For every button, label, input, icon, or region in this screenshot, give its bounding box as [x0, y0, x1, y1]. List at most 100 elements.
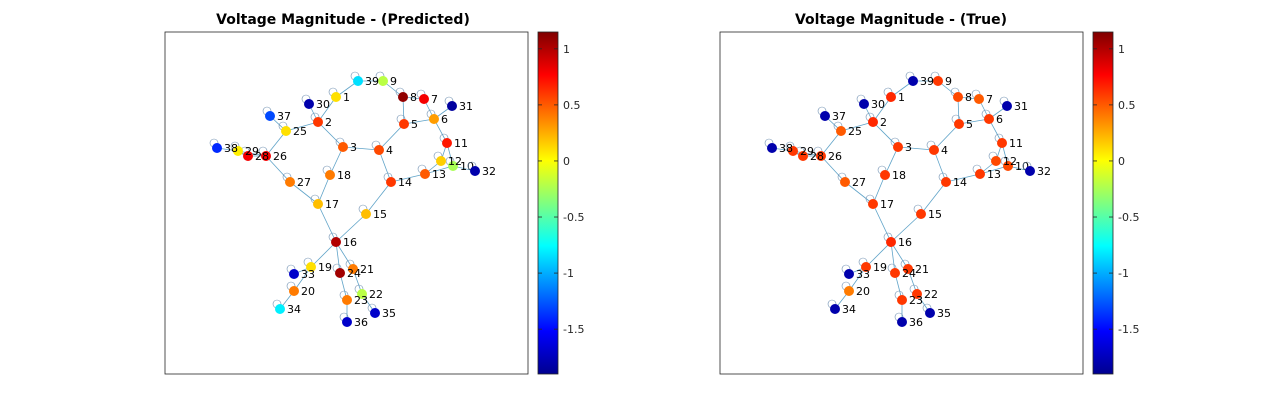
colorbar-tick-label: 1 [563, 43, 570, 56]
graph-node [442, 138, 452, 148]
node-label: 5 [966, 118, 973, 131]
node-label: 21 [915, 263, 929, 276]
node-label: 21 [360, 263, 374, 276]
graph-edge [342, 146, 380, 151]
graph-node [357, 289, 367, 299]
graph-node [470, 166, 480, 176]
graph-node [941, 177, 951, 187]
node-label: 14 [953, 176, 967, 189]
colorbar-tick-label: 0 [563, 155, 570, 168]
node-label: 34 [287, 303, 301, 316]
colorbar-tick-label: 0.5 [1118, 99, 1136, 112]
node-label: 27 [852, 176, 866, 189]
graph-node [908, 76, 918, 86]
panel-title: Voltage Magnitude - (True) [795, 12, 1007, 28]
node-label: 31 [1014, 100, 1028, 113]
node-label: 32 [1037, 165, 1051, 178]
colorbar-tick-label: 0.5 [563, 99, 581, 112]
graph-node [261, 151, 271, 161]
graph-node [420, 169, 430, 179]
node-label: 26 [273, 150, 287, 163]
graph-node [1025, 166, 1035, 176]
graph-node [289, 269, 299, 279]
graph-node [933, 76, 943, 86]
graph-node [997, 138, 1007, 148]
node-label: 26 [828, 150, 842, 163]
graph-edge [310, 241, 337, 268]
colorbar [537, 31, 559, 375]
node-label: 37 [277, 110, 291, 123]
graph-node [868, 199, 878, 209]
colorbar-ticks: 1 0.5 0 -0.5 -1 -1.5 [1093, 43, 1139, 336]
node-label: 28 [810, 150, 824, 163]
graph-node [820, 111, 830, 121]
graph-edge [884, 146, 899, 176]
node-label: 25 [293, 125, 307, 138]
node-label: 28 [255, 150, 269, 163]
node-label: 9 [390, 75, 397, 88]
graph-node [890, 268, 900, 278]
node-label: 23 [354, 294, 368, 307]
graph-node [929, 145, 939, 155]
graph-edge [365, 181, 392, 215]
node-label: 8 [965, 91, 972, 104]
node-label: 29 [245, 145, 259, 158]
graph-node [836, 126, 846, 136]
node-label: 12 [1003, 155, 1017, 168]
graph-node [342, 317, 352, 327]
graph-node [868, 117, 878, 127]
node-label: 15 [373, 208, 387, 221]
graph-edge [933, 123, 960, 151]
graph-edge [958, 118, 990, 125]
node-label: 7 [986, 93, 993, 106]
colorbar-tick-label: -1 [563, 267, 574, 280]
node-label: 22 [924, 288, 938, 301]
graph-node [233, 146, 243, 156]
graph-node [281, 126, 291, 136]
node-label: 14 [398, 176, 412, 189]
network-graph: 123 45 67891011121314151617181920212223242… [764, 71, 1051, 329]
node-label: 16 [343, 236, 357, 249]
graph-node [399, 119, 409, 129]
node-label: 39 [365, 75, 379, 88]
node-label: 37 [832, 110, 846, 123]
graph-edge [890, 213, 922, 243]
graph-edge [285, 121, 319, 132]
node-label: 7 [431, 93, 438, 106]
graph-node [953, 92, 963, 102]
colorbar [1092, 31, 1114, 375]
graph-node [798, 151, 808, 161]
graph-node [306, 262, 316, 272]
node-label: 18 [337, 169, 351, 182]
graph-node [275, 304, 285, 314]
graph-node [844, 286, 854, 296]
node-label: 23 [909, 294, 923, 307]
node-label: 24 [902, 267, 916, 280]
graph-node [767, 143, 777, 153]
node-label: 3 [905, 141, 912, 154]
graph-edge [865, 241, 892, 268]
node-label: 9 [945, 75, 952, 88]
graph-edge [872, 203, 892, 243]
graph-node [285, 177, 295, 187]
graph-edge [920, 181, 947, 215]
node-label: 16 [898, 236, 912, 249]
graph-node [325, 170, 335, 180]
graph-edge [820, 130, 842, 157]
node-label: 17 [325, 198, 339, 211]
panel-true: Voltage Magnitude - (True) 123 45 67891011… [719, 12, 1139, 375]
graph-node [897, 317, 907, 327]
node-label: 20 [856, 285, 870, 298]
graph-node [374, 145, 384, 155]
node-label: 15 [928, 208, 942, 221]
graph-node [816, 151, 826, 161]
graph-node [1003, 161, 1013, 171]
node-label: 22 [369, 288, 383, 301]
graph-node [447, 101, 457, 111]
graph-edge [945, 173, 981, 183]
graph-edge [289, 181, 319, 205]
graph-node [788, 146, 798, 156]
node-label: 4 [941, 144, 948, 157]
graph-node [289, 286, 299, 296]
